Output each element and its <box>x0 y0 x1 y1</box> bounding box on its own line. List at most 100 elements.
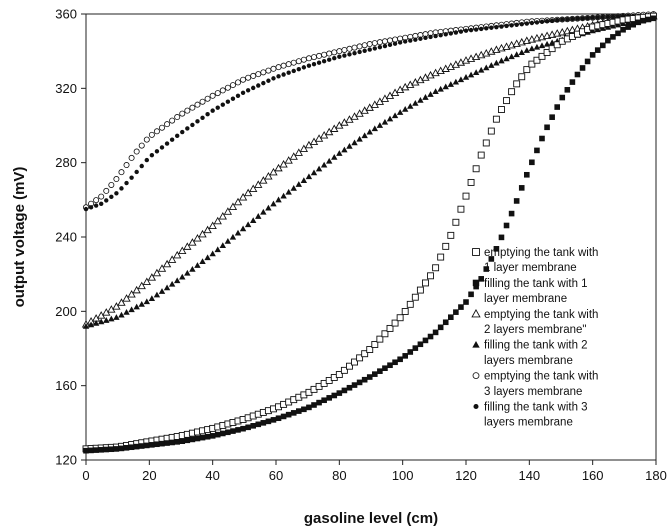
data-point <box>214 431 221 438</box>
data-point <box>377 368 383 374</box>
data-point <box>503 55 510 62</box>
data-point <box>295 181 302 187</box>
data-point <box>149 152 155 158</box>
data-point <box>239 225 247 232</box>
data-point <box>240 425 246 432</box>
data-point <box>539 19 545 25</box>
data-point <box>305 55 312 62</box>
data-point <box>290 184 297 191</box>
data-point <box>427 272 434 280</box>
data-point <box>219 87 226 94</box>
data-point <box>453 30 459 35</box>
data-point <box>194 101 201 108</box>
data-point <box>250 72 257 79</box>
data-point <box>169 439 175 446</box>
data-point <box>148 295 156 301</box>
data-point <box>164 440 170 446</box>
data-point <box>442 319 449 326</box>
data-point <box>600 42 606 49</box>
data-point <box>159 145 165 150</box>
data-point <box>367 47 372 52</box>
data-point <box>285 61 292 68</box>
data-point <box>275 196 282 203</box>
data-point <box>387 42 393 48</box>
data-point <box>290 59 297 66</box>
data-point <box>315 165 323 172</box>
legend-label: filling the tank with 2 <box>484 340 588 352</box>
data-point <box>514 22 519 27</box>
data-point <box>382 43 388 49</box>
data-point <box>175 133 180 139</box>
data-point <box>549 114 555 120</box>
data-point <box>442 83 449 90</box>
data-point <box>244 221 252 228</box>
data-point <box>457 76 465 83</box>
data-point <box>346 143 353 149</box>
data-point <box>533 56 541 64</box>
data-point <box>240 90 246 95</box>
data-point <box>113 314 120 320</box>
data-point <box>148 131 155 138</box>
data-point <box>306 63 312 68</box>
data-point <box>310 169 318 176</box>
data-point <box>351 382 358 388</box>
data-point <box>361 42 368 49</box>
data-point <box>243 188 253 197</box>
data-point <box>104 198 109 203</box>
data-point <box>279 159 288 168</box>
data-point <box>162 259 172 268</box>
data-point <box>346 362 353 370</box>
data-point <box>391 319 399 327</box>
data-point <box>457 205 465 213</box>
data-point <box>255 71 262 78</box>
data-point <box>361 376 368 383</box>
data-point <box>103 317 110 323</box>
data-point <box>523 47 530 53</box>
data-point <box>356 43 363 50</box>
data-point <box>595 15 600 20</box>
data-point <box>523 66 531 74</box>
data-point <box>467 178 475 186</box>
data-point <box>285 188 292 195</box>
data-point <box>179 273 186 280</box>
x-tick-label: 40 <box>205 468 219 483</box>
data-point <box>442 242 450 250</box>
data-point <box>422 279 429 287</box>
data-point <box>376 122 384 128</box>
data-point <box>260 208 267 215</box>
data-point <box>271 76 276 81</box>
data-point <box>463 299 469 305</box>
data-point <box>185 126 190 131</box>
data-point <box>386 37 393 44</box>
data-point <box>209 250 216 257</box>
data-point <box>528 60 536 68</box>
data-point <box>266 78 271 83</box>
data-point <box>488 62 495 68</box>
data-point <box>169 117 176 124</box>
legend-marker <box>472 372 480 379</box>
legend-item: emptying the tank with 1 layer membrane <box>472 247 598 274</box>
data-point <box>462 192 470 200</box>
data-point <box>508 53 515 60</box>
data-point <box>179 110 186 117</box>
data-point <box>265 67 272 74</box>
data-point <box>228 202 238 210</box>
data-point <box>285 411 292 418</box>
data-point <box>251 85 256 91</box>
data-point <box>341 46 348 53</box>
data-point <box>352 50 357 56</box>
x-tick-label: 0 <box>82 468 89 483</box>
data-point <box>422 337 429 344</box>
data-point <box>157 264 167 272</box>
data-point <box>225 429 231 436</box>
data-point <box>139 163 144 169</box>
data-point <box>280 413 287 420</box>
data-point <box>524 171 530 178</box>
data-point <box>112 302 121 310</box>
data-point <box>209 92 216 99</box>
data-point <box>498 57 505 64</box>
data-point <box>371 40 378 47</box>
data-point <box>518 185 525 191</box>
data-point <box>280 62 287 69</box>
data-point <box>225 99 231 104</box>
